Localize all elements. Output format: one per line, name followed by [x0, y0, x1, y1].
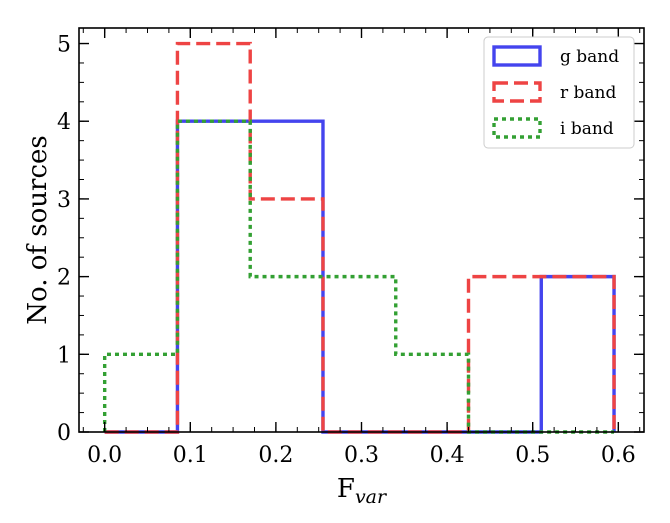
- x-tick-label: 0.0: [87, 443, 122, 468]
- y-tick-label: 5: [57, 33, 71, 58]
- legend-label-1: g band: [560, 47, 619, 67]
- x-tick-label: 0.5: [515, 443, 550, 468]
- x-axis-label-main: F: [337, 474, 355, 504]
- y-tick-label: 2: [57, 266, 71, 291]
- y-axis-label: No. of sources: [23, 135, 53, 324]
- x-tick-label: 0.1: [173, 443, 208, 468]
- y-tick-label: 1: [57, 343, 71, 368]
- x-axis-label: Fvar: [337, 474, 388, 508]
- legend-swatch-2: [492, 81, 542, 103]
- legend-label-3: i band: [560, 119, 614, 139]
- series-2-step-line: [104, 41, 616, 434]
- x-tick-label: 0.2: [258, 443, 293, 468]
- y-tick-label: 4: [57, 110, 71, 135]
- x-tick-label: 0.4: [430, 443, 465, 468]
- legend: g band r band i band: [483, 36, 635, 149]
- legend-label-2: r band: [560, 83, 616, 103]
- x-axis-label-subscript: var: [355, 486, 388, 508]
- x-tick-label: 0.3: [344, 443, 379, 468]
- ticks-layer: 0.0 0.1 0.2 0.3 0.4 0.5 0.6 0 1 2 3 4 5: [57, 28, 644, 468]
- x-tick-label: 0.6: [601, 443, 636, 468]
- y-tick-label: 0: [57, 421, 71, 446]
- legend-swatch-1: [492, 45, 542, 67]
- y-tick-label: 3: [57, 188, 71, 213]
